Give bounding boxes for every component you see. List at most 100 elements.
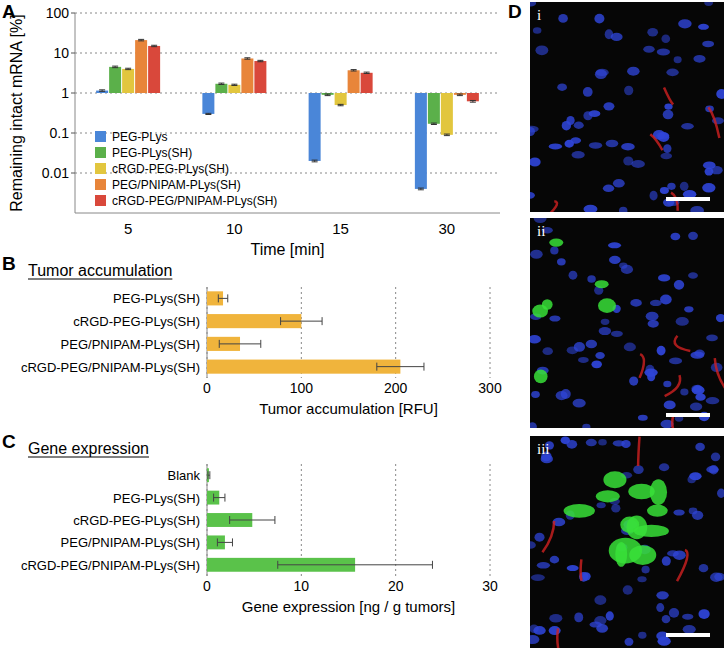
legend-label: PEG/PNIPAM-PLys(SH) (112, 178, 241, 192)
category-label: Blank (167, 468, 200, 483)
bar (335, 93, 347, 105)
error-bar (312, 160, 318, 162)
error-bar (218, 83, 224, 84)
error-bar (351, 70, 357, 71)
legend-swatch (95, 195, 106, 206)
tick-label: 30 (482, 578, 498, 594)
error-bar (281, 317, 323, 325)
axis-label: Time [min] (250, 241, 324, 258)
bar (454, 93, 466, 95)
error-bar (244, 58, 250, 59)
micrograph (525, 0, 726, 221)
bar (207, 468, 209, 482)
tick-mark (71, 93, 75, 94)
tick-label: 5 (124, 220, 132, 237)
micrograph (528, 214, 726, 444)
bar (254, 61, 266, 93)
bar (415, 93, 427, 189)
bar (322, 93, 334, 95)
subpanel-label: iii (537, 441, 550, 457)
grid-line (490, 287, 491, 378)
category-label: PEG-PLys(SH) (113, 491, 200, 506)
bar (361, 73, 373, 93)
legend-label: cRGD-PEG-PLys(SH) (112, 162, 229, 176)
legend-label: cRGD-PEG/PNIPAM-PLys(SH) (112, 194, 277, 208)
tick-mark (71, 53, 75, 54)
subpanel-label: i (537, 7, 541, 23)
bar (207, 360, 400, 374)
error-bar (219, 340, 261, 348)
panel-1: BTumor accumulation0100200300Tumor accum… (2, 253, 502, 417)
error-bar (431, 123, 437, 124)
error-bar (444, 134, 450, 136)
title: Tumor accumulation (28, 262, 172, 279)
grid-line (75, 13, 500, 14)
panel-label: B (2, 253, 16, 274)
error-bar (457, 94, 463, 96)
error-bar (470, 100, 476, 102)
legend-label: PEG-PLys(SH) (112, 146, 192, 160)
axis-label: Tumor accumulation [RFU] (259, 400, 438, 417)
error-bar (208, 471, 210, 479)
category-label: cRGD-PEG-PLys(SH) (73, 513, 200, 528)
x-axis (75, 213, 500, 214)
category-label: PEG/PNIPAM-PLys(SH) (61, 535, 200, 550)
category-label: PEG-PLys(SH) (113, 291, 200, 306)
error-bar (364, 72, 370, 73)
axis-label: Gene expression [ng / g tumors] (242, 598, 455, 615)
panel-d: Diiiiii (508, 0, 726, 653)
tick-label: 10 (294, 578, 310, 594)
bars (96, 39, 479, 189)
tick-label: 100 (46, 5, 70, 21)
legend-swatch (95, 147, 106, 158)
bar (348, 70, 360, 93)
tick-label: 200 (384, 380, 408, 396)
title-underline (28, 279, 172, 280)
tick-label: 20 (388, 578, 404, 594)
error-bar (418, 188, 424, 190)
category-label: cRGD-PEG/PNIPAM-PLys(SH) (21, 360, 200, 375)
tick-label: 1 (61, 85, 69, 101)
title-underline (28, 457, 149, 458)
tick-label: 300 (478, 380, 502, 396)
tick-label: 30 (439, 220, 456, 237)
bar (467, 93, 479, 101)
scale-bar (666, 197, 710, 201)
grid-line (395, 464, 396, 576)
error-bar (231, 84, 237, 85)
bar (428, 93, 440, 124)
axis-label: Remaining intact mRNA [%] (8, 14, 25, 211)
category-label: cRGD-PEG/PNIPAM-PLys(SH) (21, 558, 200, 573)
error-bar (230, 516, 275, 524)
legend-swatch (95, 163, 106, 174)
error-bar (325, 94, 331, 96)
legend-swatch (95, 131, 106, 142)
tick-mark (71, 133, 75, 134)
error-bar (377, 363, 424, 371)
tick-label: 0.01 (42, 165, 69, 181)
error-bar (99, 90, 105, 92)
panel-2: CGene expression0102030Gene expression [… (2, 431, 498, 615)
bar (215, 84, 227, 93)
category-label: PEG/PNIPAM-PLys(SH) (61, 337, 200, 352)
bars (207, 468, 432, 571)
bars (207, 291, 424, 373)
tick-label: 15 (332, 220, 349, 237)
bar (135, 40, 147, 93)
legend: PEG-PLysPEG-PLys(SH)cRGD-PEG-PLys(SH)PEG… (95, 130, 277, 208)
error-bar (138, 39, 144, 40)
error-bar (218, 294, 227, 302)
error-bar (278, 561, 433, 569)
tick-label: 0 (203, 380, 211, 396)
scale-bar (666, 633, 710, 637)
figure: A0.010.1110100Remaining intact mRNA [%]5… (0, 0, 726, 653)
legend-swatch (95, 179, 106, 190)
bar (441, 93, 453, 135)
bar (228, 85, 240, 93)
tick-label: 10 (226, 220, 243, 237)
error-bar (338, 104, 344, 105)
panel-label: D (508, 1, 522, 22)
error-bar (151, 45, 157, 46)
subpanel-label: ii (537, 223, 545, 239)
tick-mark (71, 13, 75, 14)
